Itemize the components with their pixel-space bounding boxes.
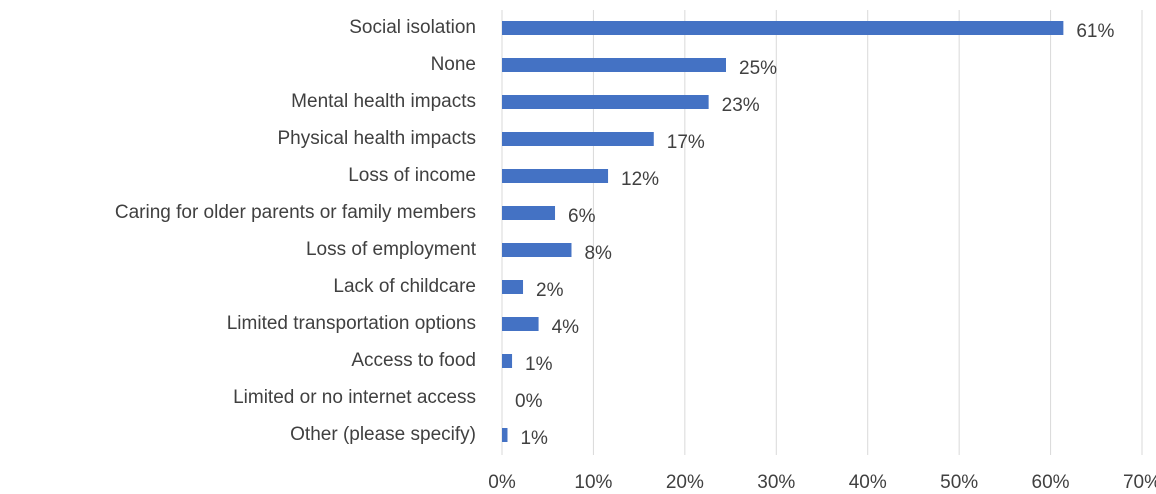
y-tick-label: Limited transportation options — [227, 313, 476, 334]
data-label: 1% — [525, 354, 553, 375]
bar — [502, 206, 556, 220]
bar — [502, 428, 508, 442]
bar — [502, 58, 726, 72]
y-tick-label: Lack of childcare — [333, 276, 476, 297]
bar — [502, 243, 572, 257]
bar — [502, 95, 709, 109]
data-label: 2% — [536, 280, 564, 301]
y-tick-label: Social isolation — [349, 17, 476, 38]
y-tick-label: Physical health impacts — [277, 128, 476, 149]
y-tick-label: Limited or no internet access — [233, 387, 476, 408]
bar — [502, 317, 539, 331]
data-label: 23% — [722, 95, 760, 116]
x-tick-label: 50% — [940, 472, 978, 493]
data-label: 17% — [667, 132, 705, 153]
data-label: 8% — [584, 243, 612, 264]
y-tick-label: None — [431, 54, 476, 75]
data-label: 25% — [739, 58, 777, 79]
x-tick-label: 30% — [757, 472, 795, 493]
y-tick-label: Other (please specify) — [290, 424, 476, 445]
y-tick-label: Access to food — [351, 350, 476, 371]
data-label: 0% — [515, 391, 543, 412]
data-label: 1% — [520, 428, 548, 449]
bar — [502, 169, 609, 183]
x-tick-label: 60% — [1032, 472, 1070, 493]
x-tick-label: 0% — [488, 472, 516, 493]
data-label: 4% — [552, 317, 580, 338]
x-tick-label: 70% — [1123, 472, 1156, 493]
x-tick-label: 20% — [666, 472, 704, 493]
bar — [502, 21, 1064, 35]
data-label: 12% — [621, 169, 659, 190]
bar — [502, 354, 513, 368]
y-tick-label: Loss of employment — [306, 239, 477, 260]
x-tick-label: 40% — [849, 472, 887, 493]
bar — [502, 280, 524, 294]
bar — [502, 132, 654, 146]
x-tick-label: 10% — [574, 472, 612, 493]
y-tick-label: Caring for older parents or family membe… — [115, 202, 476, 223]
y-tick-label: Loss of income — [348, 165, 476, 186]
y-tick-label: Mental health impacts — [291, 91, 476, 112]
data-label: 6% — [568, 206, 596, 227]
data-label: 61% — [1076, 21, 1114, 42]
